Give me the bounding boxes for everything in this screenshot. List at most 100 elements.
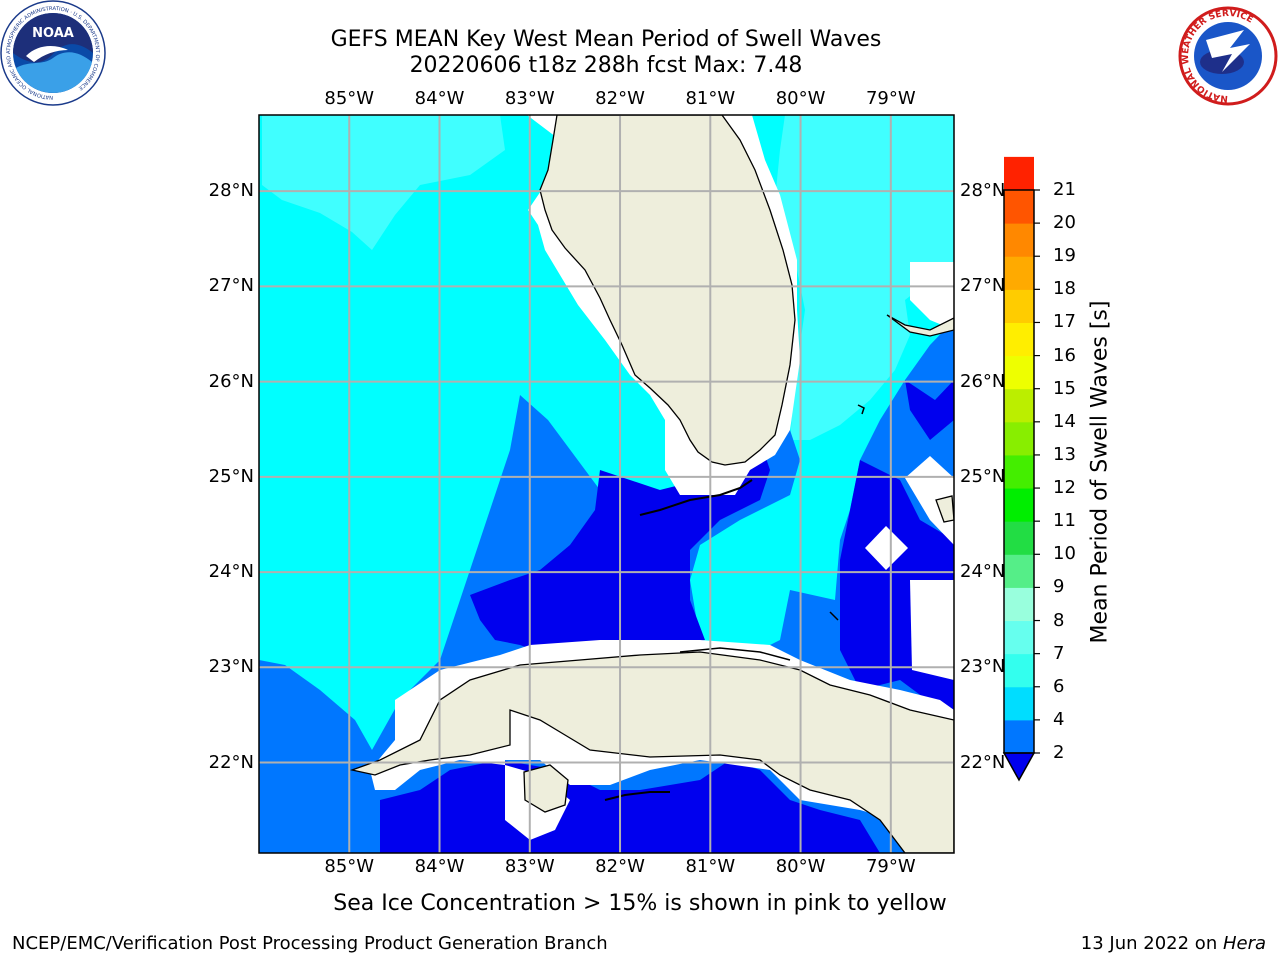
lat-tick-right: 23°N xyxy=(960,656,1006,678)
colorbar-tick-label: 14 xyxy=(1053,410,1076,432)
colorbar-segment xyxy=(1004,653,1034,688)
colorbar-segment xyxy=(1004,388,1034,423)
land-grand-bahama xyxy=(886,314,954,337)
cuba-northern-cays xyxy=(679,647,791,661)
lon-tick-top: 79°W xyxy=(865,88,916,109)
map-subtitle: 20220606 t18z 288h fcst Max: 7.48 xyxy=(409,53,803,78)
footer-branch: NCEP/EMC/Verification Post Processing Pr… xyxy=(12,933,608,954)
mask-bahamas-south xyxy=(910,580,954,680)
colorbar-segment xyxy=(1004,289,1034,323)
sea-ice-note: Sea Ice Concentration > 15% is shown in … xyxy=(333,891,947,916)
gridlines xyxy=(259,115,954,853)
lat-tick-left: 26°N xyxy=(208,370,254,392)
lat-tick-left: 27°N xyxy=(208,275,254,297)
colorbar-tick-label: 18 xyxy=(1053,278,1076,300)
colorbar-tick-label: 19 xyxy=(1053,245,1076,267)
map-title: GEFS MEAN Key West Mean Period of Swell … xyxy=(330,27,882,52)
footer-host: Hera xyxy=(1222,933,1266,954)
colorbar-tick-label: 8 xyxy=(1053,609,1065,631)
noaa-logo: NATIONAL OCEANIC AND ATMOSPHERIC ADMINIS… xyxy=(0,0,106,106)
colorbar-segment xyxy=(1004,554,1034,588)
lat-tick-left: 25°N xyxy=(208,465,254,487)
lon-tick-bottom: 83°W xyxy=(504,856,555,877)
contour-below-2-ne xyxy=(905,380,954,440)
mask-bahamas-island xyxy=(865,526,908,570)
colorbar-tick-label: 11 xyxy=(1053,510,1076,532)
map-frame xyxy=(258,114,955,854)
swell-period-field xyxy=(259,115,954,853)
bimini-island xyxy=(857,404,865,415)
colorbar-tick-label: 4 xyxy=(1053,708,1065,730)
colorbar-segment xyxy=(1004,156,1034,191)
map-plot xyxy=(258,114,955,854)
lon-tick-bottom: 79°W xyxy=(865,856,916,877)
lat-tick-left: 23°N xyxy=(208,656,254,678)
cuba-southern-cays xyxy=(604,791,670,801)
lat-tick-right: 27°N xyxy=(960,275,1006,297)
colorbar-segment xyxy=(1004,322,1034,357)
colorbar-tick-label: 17 xyxy=(1053,311,1076,333)
colorbar-tick-label: 12 xyxy=(1053,477,1076,499)
colorbar-tick-label: 13 xyxy=(1053,443,1076,465)
colorbar-segment xyxy=(1004,190,1034,224)
colorbar-tick-label: 21 xyxy=(1053,179,1076,200)
lon-tick-bottom: 85°W xyxy=(324,856,375,877)
colorbar-segment xyxy=(1004,521,1034,555)
noaa-logo-text: NOAA xyxy=(32,26,74,41)
land-florida xyxy=(539,115,796,466)
lon-tick-top: 82°W xyxy=(595,88,645,109)
land-andros xyxy=(935,495,954,523)
lat-tick-right: 28°N xyxy=(960,180,1006,202)
footer-date-text: 13 Jun 2022 on xyxy=(1080,933,1223,954)
colorbar-segment xyxy=(1004,454,1034,489)
colorbar-segment xyxy=(1004,488,1034,522)
mask-bahamas-central xyxy=(905,456,954,545)
colorbar-segment xyxy=(1004,587,1034,622)
colorbar-tick-label: 20 xyxy=(1053,212,1076,234)
lon-tick-top: 80°W xyxy=(775,88,826,109)
lat-tick-left: 22°N xyxy=(208,751,254,773)
colorbar-tick-label: 7 xyxy=(1053,642,1065,664)
colorbar-segment xyxy=(1004,719,1034,754)
colorbar-tick-label: 10 xyxy=(1053,543,1076,565)
colorbar-segment xyxy=(1004,686,1034,721)
lat-tick-left: 28°N xyxy=(208,180,254,202)
mask-bahamas-north xyxy=(910,262,954,330)
lat-tick-right: 22°N xyxy=(960,751,1006,773)
lat-tick-right: 24°N xyxy=(960,561,1006,583)
lon-tick-bottom: 81°W xyxy=(685,856,736,877)
lon-tick-top: 83°W xyxy=(504,88,555,109)
lat-tick-right: 25°N xyxy=(960,465,1006,487)
lon-tick-bottom: 80°W xyxy=(775,856,826,877)
colorbar-segment xyxy=(1004,256,1034,290)
colorbar-tick-label: 9 xyxy=(1053,576,1065,598)
colorbar-tick-label: 6 xyxy=(1053,675,1065,697)
lat-tick-right: 26°N xyxy=(960,370,1006,392)
lat-tick-left: 24°N xyxy=(208,561,254,583)
land-isla-de-la-juventud xyxy=(523,764,569,813)
lon-tick-top: 84°W xyxy=(414,88,465,109)
contour-6-7-west xyxy=(262,115,505,250)
lon-tick-bottom: 82°W xyxy=(595,856,645,877)
land-cuba xyxy=(349,651,954,853)
colorbar-segment xyxy=(1004,223,1034,257)
colorbar-segment xyxy=(1004,620,1034,655)
colorbar-tick-label: 16 xyxy=(1053,344,1076,366)
lon-tick-top: 85°W xyxy=(324,88,375,109)
footer-date: 13 Jun 2022 on Hera xyxy=(1081,933,1266,954)
cay-sal xyxy=(829,611,839,621)
lon-tick-top: 81°W xyxy=(685,88,736,109)
colorbar xyxy=(1002,156,1040,782)
lon-tick-bottom: 84°W xyxy=(414,856,465,877)
colorbar-tick-label: 15 xyxy=(1053,377,1076,399)
nws-logo: NATIONAL WEATHER SERVICE xyxy=(1178,6,1278,106)
colorbar-label: Mean Period of Swell Waves [s] xyxy=(1087,300,1113,644)
contour-6-7-east xyxy=(775,115,954,440)
colorbar-under-extension xyxy=(1002,752,1036,782)
florida-keys xyxy=(639,479,753,516)
colorbar-segment xyxy=(1004,355,1034,390)
colorbar-tick-label: 2 xyxy=(1053,742,1065,763)
colorbar-segment xyxy=(1004,421,1034,456)
colorbar-frame xyxy=(1003,189,1035,754)
